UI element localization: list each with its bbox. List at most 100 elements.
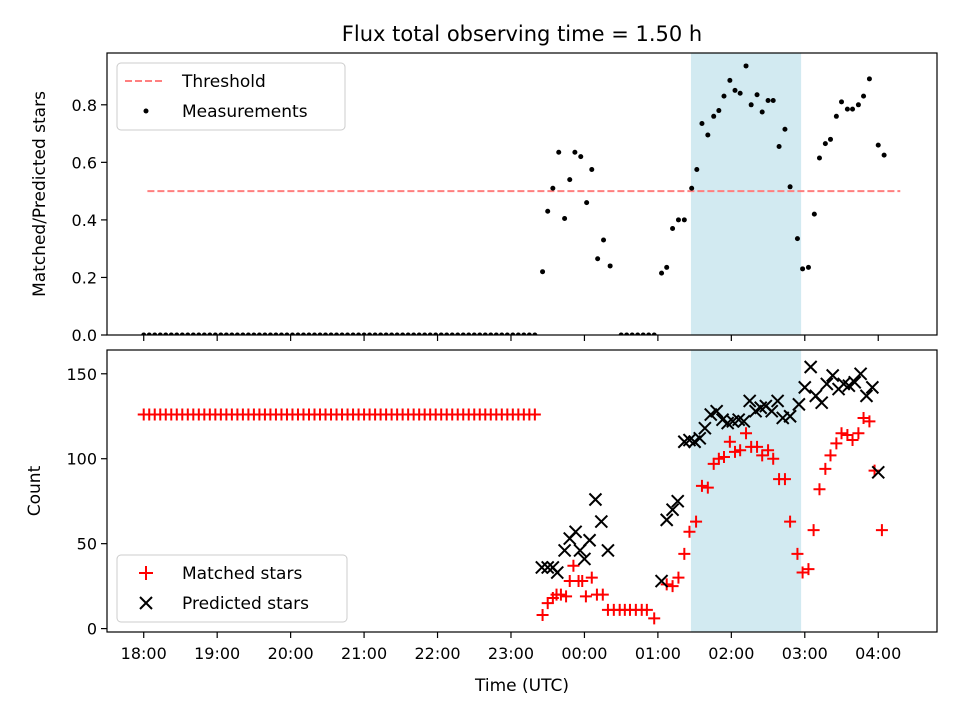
- matched-star-point: [830, 437, 843, 450]
- measurement-point: [562, 215, 568, 221]
- measurement-point: [245, 332, 251, 335]
- measurement-point: [545, 208, 551, 214]
- x-tick-label: 00:00: [561, 644, 607, 663]
- measurement-point: [267, 332, 273, 335]
- measurement-point: [466, 332, 472, 335]
- measurement-point: [328, 332, 334, 335]
- matched-star-point: [784, 515, 797, 528]
- measurement-point: [273, 332, 279, 335]
- measurement-point: [601, 237, 607, 243]
- matched-star-point: [541, 597, 554, 610]
- measurement-point: [455, 332, 461, 335]
- predicted-star-point: [792, 397, 806, 412]
- measurement-point: [477, 332, 483, 335]
- matched-star-point: [712, 452, 725, 465]
- predicted-star-point: [871, 465, 885, 480]
- matched-star-point: [813, 483, 826, 496]
- matched-star-point: [695, 479, 708, 492]
- matched-stars-legend-swatch: [139, 566, 153, 580]
- measurement-point: [866, 76, 872, 82]
- predicted-star-point: [665, 502, 680, 517]
- top-y-tick-label: 0.8: [72, 96, 97, 115]
- matched-star-point: [819, 462, 832, 475]
- measurement-point: [174, 332, 180, 335]
- measurement-point: [499, 332, 505, 335]
- predicted-star-point: [820, 377, 834, 391]
- measurement-point: [515, 332, 521, 335]
- predicted-star-point: [698, 421, 712, 435]
- predicted-star-point: [568, 525, 583, 539]
- x-tick-label: 23:00: [488, 644, 534, 663]
- bottom-y-tick-label: 150: [66, 365, 97, 384]
- measurement-point: [179, 332, 185, 335]
- measurement-point: [444, 332, 450, 335]
- top-y-tick-label: 0.4: [72, 211, 97, 230]
- matched-star-point: [841, 428, 854, 441]
- measurement-point: [389, 332, 395, 335]
- measurement-point: [607, 263, 613, 269]
- measurement-point: [850, 106, 856, 112]
- measurement-point: [776, 144, 782, 150]
- matched-star-point: [740, 427, 753, 440]
- bottom-legend: Matched stars Predicted stars: [116, 554, 348, 623]
- matched-star-point: [835, 427, 848, 440]
- matched-star-point: [802, 563, 815, 576]
- bottom-legend-box: [116, 554, 348, 623]
- predicted-star-point: [803, 360, 818, 374]
- measurement-point: [540, 269, 546, 275]
- top-plot-frame: [106, 52, 938, 336]
- measurement-point: [361, 332, 367, 335]
- measurement-point: [350, 332, 356, 335]
- matched-star-point: [683, 525, 696, 538]
- bottom-plot-frame: [106, 349, 938, 633]
- measurement-point: [759, 109, 765, 115]
- top-highlight-layer: [690, 53, 802, 335]
- measurement-point: [782, 126, 788, 132]
- top-y-tick-label: 0.2: [72, 268, 97, 287]
- measurement-point: [256, 332, 262, 335]
- measurement-point: [223, 332, 229, 335]
- predicted-star-point: [535, 560, 549, 575]
- measurement-point: [146, 332, 152, 335]
- predicted-star-point: [848, 375, 862, 389]
- measurement-point: [532, 332, 538, 335]
- bottom-axes: 0 50 100 150 18:00 19:00 20:00 21:00 22:00 23:00 0…: [66, 365, 901, 663]
- measurement-point: [163, 332, 169, 335]
- measurement-point: [262, 332, 268, 335]
- predicted-star-point: [654, 574, 669, 588]
- measurement-point: [861, 93, 867, 99]
- predicted-star-point: [865, 380, 880, 395]
- top-y-axis-label: Matched/Predicted stars: [30, 91, 50, 297]
- predicted-star-point: [582, 533, 597, 547]
- measurement-point: [567, 177, 573, 183]
- matched-star-point: [660, 578, 673, 591]
- predicted-stars-legend-label: Predicted stars: [182, 594, 309, 614]
- measurement-point: [839, 99, 845, 105]
- top-legend: Threshold Measurements: [116, 62, 346, 131]
- measurement-point: [816, 155, 822, 161]
- x-tick-label: 02:00: [708, 644, 754, 663]
- matched-star-point: [846, 434, 859, 447]
- measurement-point: [240, 332, 246, 335]
- measurement-point: [711, 113, 717, 119]
- predicted-star-point: [588, 492, 603, 507]
- measurement-point: [383, 332, 389, 335]
- measurement-point: [699, 121, 705, 126]
- predicted-star-point: [541, 560, 555, 575]
- measurement-point: [800, 266, 806, 272]
- predicted-star-point: [557, 543, 572, 558]
- measurement-point: [618, 332, 624, 335]
- matched-star-point: [729, 445, 742, 458]
- matched-star-point: [767, 452, 780, 465]
- matched-star-point: [528, 408, 541, 421]
- matched-star-point: [762, 444, 775, 457]
- measurement-point: [748, 102, 754, 108]
- measurement-point: [833, 113, 839, 119]
- measurement-point: [372, 332, 378, 335]
- x-tick-label: 04:00: [855, 644, 901, 663]
- measurement-point: [624, 332, 630, 335]
- measurement-point: [881, 152, 887, 158]
- measurement-point: [589, 167, 595, 173]
- measurement-point: [659, 270, 665, 276]
- measurement-point: [765, 97, 771, 103]
